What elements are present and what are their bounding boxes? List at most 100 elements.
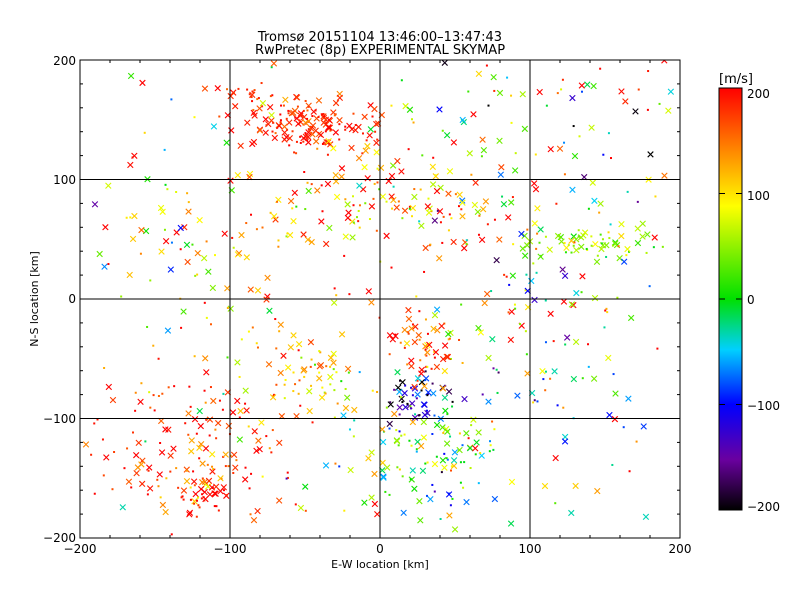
data-point-cross	[572, 338, 580, 346]
data-point-dot	[490, 290, 493, 293]
data-point-dot	[306, 181, 309, 184]
data-point-dot	[510, 121, 513, 124]
data-point-cross	[217, 475, 224, 482]
data-point-dot	[596, 254, 599, 257]
data-point-dot	[489, 444, 492, 447]
data-point-dot	[609, 223, 612, 226]
data-point-cross	[327, 354, 335, 361]
data-point-dot	[434, 174, 437, 177]
data-point-dot	[358, 371, 361, 374]
data-point-cross	[262, 129, 269, 136]
data-point-dot	[397, 444, 400, 447]
data-point-cross	[180, 308, 187, 315]
data-point-cross	[301, 366, 308, 373]
data-point-cross	[570, 375, 578, 383]
data-point-dot	[448, 337, 451, 340]
data-point-cross	[210, 123, 218, 130]
data-point-cross	[246, 173, 253, 181]
data-point-cross	[253, 447, 260, 454]
data-point-dot	[390, 104, 393, 107]
data-point-dot	[297, 392, 300, 395]
data-point-cross	[433, 363, 441, 371]
data-point-dot	[295, 140, 298, 143]
data-point-cross	[429, 163, 437, 170]
data-point-dot	[398, 430, 401, 433]
data-point-dot	[253, 89, 256, 92]
data-point-dot	[375, 229, 378, 232]
data-point-cross	[568, 301, 576, 308]
data-point-dot	[215, 505, 218, 508]
data-point-cross	[384, 464, 391, 471]
data-point-dot	[602, 153, 605, 156]
data-point-dot	[605, 255, 608, 258]
data-point-dot	[248, 487, 251, 490]
data-point-dot	[648, 285, 651, 288]
data-point-cross	[463, 498, 470, 506]
y-tick-label: 200	[53, 54, 76, 68]
data-point-cross	[158, 449, 166, 456]
data-point-cross	[598, 245, 605, 253]
data-point-dot	[446, 458, 449, 461]
data-point-cross	[379, 193, 387, 200]
data-point-dot	[376, 390, 379, 393]
data-point-dot	[563, 242, 566, 245]
data-point-cross	[177, 224, 184, 232]
data-point-dot	[293, 151, 296, 154]
data-point-dot	[320, 184, 323, 187]
data-point-cross	[131, 212, 138, 220]
data-point-dot	[238, 375, 241, 378]
data-point-cross	[581, 173, 588, 181]
data-point-cross	[373, 149, 380, 156]
data-point-dot	[324, 130, 327, 133]
data-point-dot	[249, 95, 252, 98]
data-point-dot	[590, 235, 593, 238]
data-point-cross	[409, 418, 417, 426]
data-point-dot	[232, 471, 235, 474]
data-point-dot	[144, 440, 147, 443]
data-point-dot	[261, 105, 264, 108]
data-point-cross	[439, 457, 447, 464]
data-point-dot	[399, 388, 402, 391]
data-point-cross	[367, 126, 374, 133]
data-point-cross	[521, 232, 528, 240]
data-point-dot	[310, 183, 313, 186]
data-point-cross	[250, 109, 257, 117]
data-point-dot	[408, 207, 411, 210]
data-point-dot	[238, 416, 241, 419]
data-point-dot	[525, 273, 528, 276]
data-point-cross	[546, 246, 553, 253]
data-point-cross	[554, 232, 562, 240]
data-point-cross	[330, 359, 337, 366]
data-point-dot	[425, 494, 428, 497]
data-point-dot	[294, 116, 297, 119]
data-point-cross	[254, 507, 261, 515]
data-point-dot	[431, 433, 434, 436]
data-point-cross	[270, 60, 278, 67]
colorbar-tick-label: 0	[747, 293, 755, 307]
data-point-cross	[441, 464, 448, 471]
y-tick-label: 100	[53, 173, 76, 187]
data-point-cross	[433, 421, 441, 429]
data-point-cross	[186, 509, 194, 516]
data-point-cross	[344, 201, 351, 208]
data-point-dot	[352, 435, 355, 438]
data-point-cross	[519, 91, 526, 98]
data-point-dot	[622, 426, 625, 429]
data-point-dot	[424, 370, 427, 373]
data-point-cross	[496, 137, 503, 145]
data-point-cross	[127, 161, 134, 169]
data-point-dot	[193, 116, 196, 119]
data-point-dot	[208, 434, 211, 437]
data-point-dot	[538, 241, 541, 244]
data-point-cross	[251, 428, 258, 435]
data-point-cross	[266, 307, 273, 314]
data-point-cross	[443, 353, 450, 360]
data-point-dot	[93, 422, 96, 425]
data-point-cross	[588, 124, 595, 131]
data-point-cross	[431, 312, 439, 319]
data-point-dot	[395, 429, 398, 432]
data-point-dot	[194, 274, 197, 277]
data-point-cross	[197, 422, 204, 430]
data-point-dot	[256, 346, 259, 349]
data-point-cross	[227, 92, 234, 100]
